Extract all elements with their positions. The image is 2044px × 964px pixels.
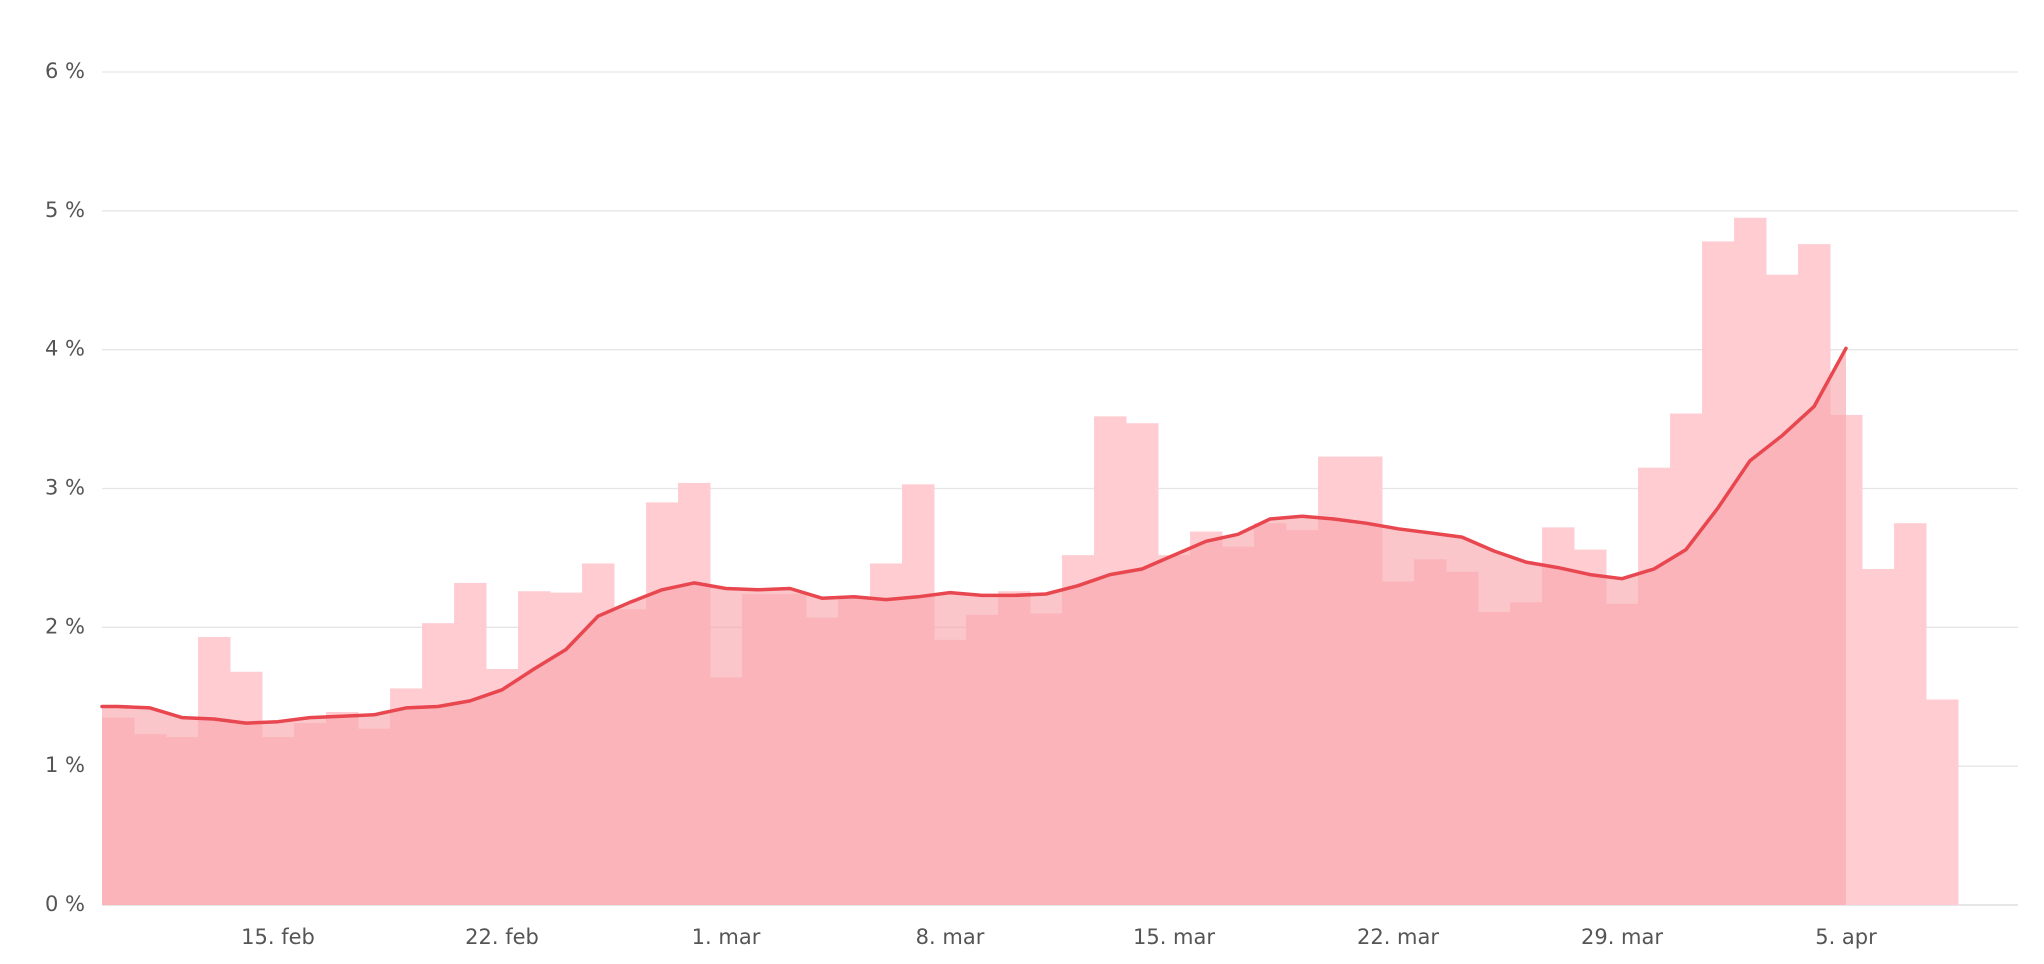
y-tick-label: 6 % [45,59,85,83]
area [102,348,1846,905]
bar [1926,699,1959,905]
bar [1894,523,1927,905]
line [100,346,1848,725]
x-tick-label: 5. apr [1815,925,1877,949]
x-tick-label: 15. feb [241,925,315,949]
y-tick-label: 1 % [45,753,85,777]
x-tick-label: 1. mar [692,925,761,949]
y-tick-label: 0 % [45,892,85,916]
x-tick-label: 22. mar [1357,925,1439,949]
x-tick-label: 29. mar [1581,925,1663,949]
y-tick-label: 2 % [45,614,85,638]
bar [1862,569,1895,905]
x-tick-label: 22. feb [465,925,539,949]
y-tick-label: 3 % [45,476,85,500]
y-tick-label: 5 % [45,198,85,222]
x-tick-label: 15. mar [1133,925,1215,949]
y-tick-label: 4 % [45,337,85,361]
x-tick-label: 8. mar [916,925,985,949]
